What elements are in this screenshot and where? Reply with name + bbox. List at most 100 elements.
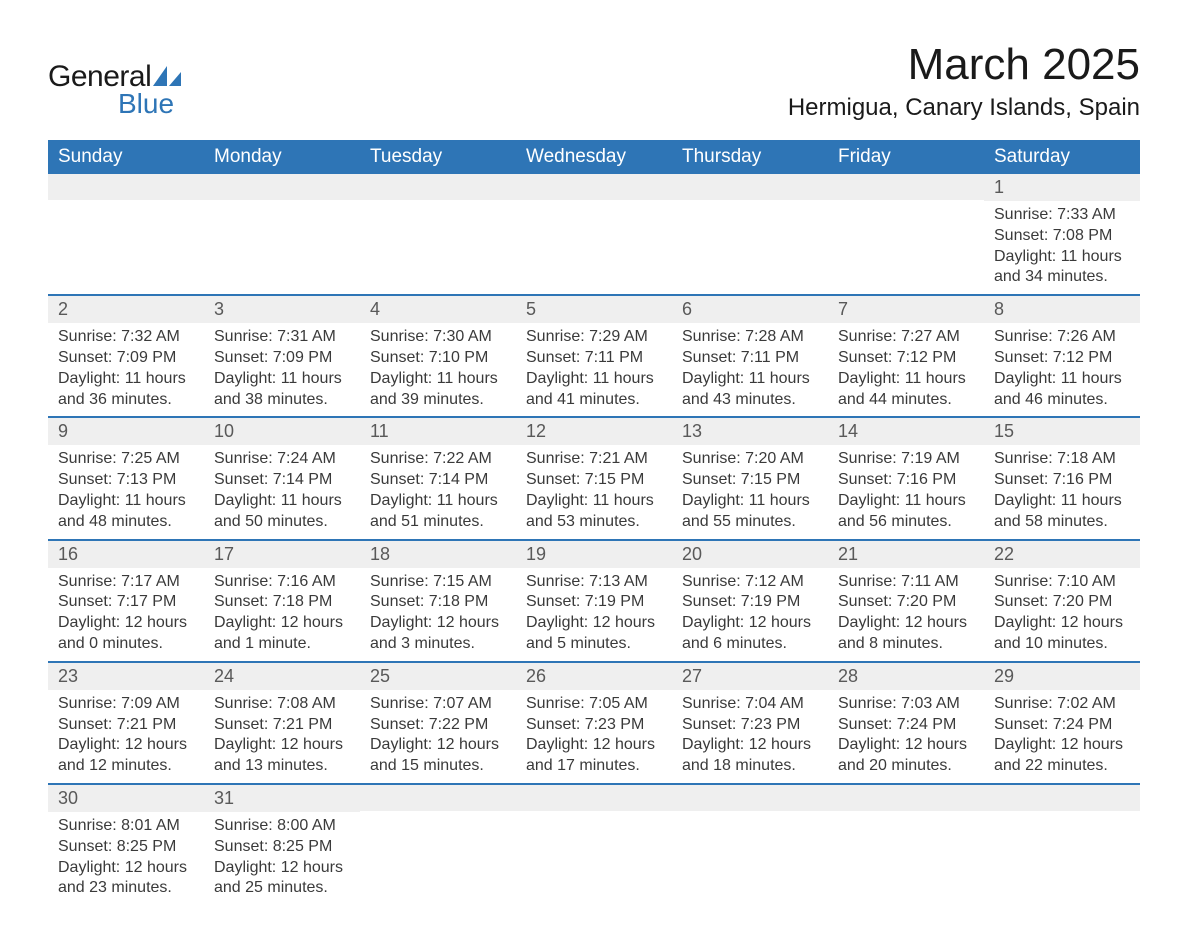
sunset-line: Sunset: 7:24 PM	[994, 715, 1130, 736]
sunset-line: Sunset: 7:15 PM	[682, 470, 818, 491]
sunrise-line: Sunrise: 7:30 AM	[370, 327, 506, 348]
calendar-cell: 5Sunrise: 7:29 AMSunset: 7:11 PMDaylight…	[516, 295, 672, 417]
day-details	[672, 811, 828, 881]
sunset-line: Sunset: 7:14 PM	[214, 470, 350, 491]
day-details: Sunrise: 7:22 AMSunset: 7:14 PMDaylight:…	[360, 445, 516, 538]
calendar-cell: 23Sunrise: 7:09 AMSunset: 7:21 PMDayligh…	[48, 662, 204, 784]
daylight-line: Daylight: 11 hours and 41 minutes.	[526, 369, 662, 411]
day-details: Sunrise: 7:04 AMSunset: 7:23 PMDaylight:…	[672, 690, 828, 783]
daylight-line: Daylight: 12 hours and 1 minute.	[214, 613, 350, 655]
sunrise-line: Sunrise: 7:21 AM	[526, 449, 662, 470]
day-number: 30	[48, 785, 204, 812]
sunrise-line: Sunrise: 7:18 AM	[994, 449, 1130, 470]
location-subtitle: Hermigua, Canary Islands, Spain	[788, 94, 1140, 122]
calendar-cell-empty	[516, 174, 672, 295]
sunrise-line: Sunrise: 7:25 AM	[58, 449, 194, 470]
day-details: Sunrise: 7:29 AMSunset: 7:11 PMDaylight:…	[516, 323, 672, 416]
daylight-line: Daylight: 12 hours and 13 minutes.	[214, 735, 350, 777]
sunset-line: Sunset: 7:23 PM	[682, 715, 818, 736]
calendar-cell: 20Sunrise: 7:12 AMSunset: 7:19 PMDayligh…	[672, 540, 828, 662]
daylight-line: Daylight: 12 hours and 0 minutes.	[58, 613, 194, 655]
day-details: Sunrise: 7:20 AMSunset: 7:15 PMDaylight:…	[672, 445, 828, 538]
weekday-header: Wednesday	[516, 140, 672, 174]
sunrise-line: Sunrise: 7:31 AM	[214, 327, 350, 348]
calendar-cell: 3Sunrise: 7:31 AMSunset: 7:09 PMDaylight…	[204, 295, 360, 417]
daylight-line: Daylight: 11 hours and 56 minutes.	[838, 491, 974, 533]
sunrise-line: Sunrise: 7:20 AM	[682, 449, 818, 470]
sunset-line: Sunset: 7:16 PM	[838, 470, 974, 491]
daylight-line: Daylight: 12 hours and 22 minutes.	[994, 735, 1130, 777]
calendar-cell: 13Sunrise: 7:20 AMSunset: 7:15 PMDayligh…	[672, 417, 828, 539]
day-number: 14	[828, 418, 984, 445]
calendar-cell: 6Sunrise: 7:28 AMSunset: 7:11 PMDaylight…	[672, 295, 828, 417]
sunset-line: Sunset: 7:09 PM	[214, 348, 350, 369]
day-details: Sunrise: 7:12 AMSunset: 7:19 PMDaylight:…	[672, 568, 828, 661]
day-details: Sunrise: 7:17 AMSunset: 7:17 PMDaylight:…	[48, 568, 204, 661]
logo-sail-icon	[153, 66, 181, 86]
day-number: 22	[984, 541, 1140, 568]
sunset-line: Sunset: 7:17 PM	[58, 592, 194, 613]
sunrise-line: Sunrise: 8:01 AM	[58, 816, 194, 837]
day-number	[360, 785, 516, 811]
sunset-line: Sunset: 7:20 PM	[994, 592, 1130, 613]
sunrise-line: Sunrise: 7:10 AM	[994, 572, 1130, 593]
day-details: Sunrise: 7:07 AMSunset: 7:22 PMDaylight:…	[360, 690, 516, 783]
calendar-cell: 4Sunrise: 7:30 AMSunset: 7:10 PMDaylight…	[360, 295, 516, 417]
day-details: Sunrise: 7:28 AMSunset: 7:11 PMDaylight:…	[672, 323, 828, 416]
calendar-cell-empty	[828, 174, 984, 295]
page-header: General Blue March 2025 Hermigua, Canary…	[48, 40, 1140, 122]
calendar-cell: 18Sunrise: 7:15 AMSunset: 7:18 PMDayligh…	[360, 540, 516, 662]
day-details: Sunrise: 7:05 AMSunset: 7:23 PMDaylight:…	[516, 690, 672, 783]
daylight-line: Daylight: 12 hours and 20 minutes.	[838, 735, 974, 777]
sunrise-line: Sunrise: 7:19 AM	[838, 449, 974, 470]
weekday-header: Monday	[204, 140, 360, 174]
day-details: Sunrise: 7:16 AMSunset: 7:18 PMDaylight:…	[204, 568, 360, 661]
day-details	[828, 200, 984, 270]
calendar-cell-empty	[204, 174, 360, 295]
sunset-line: Sunset: 7:14 PM	[370, 470, 506, 491]
sunset-line: Sunset: 7:12 PM	[994, 348, 1130, 369]
daylight-line: Daylight: 11 hours and 53 minutes.	[526, 491, 662, 533]
sunrise-line: Sunrise: 7:15 AM	[370, 572, 506, 593]
daylight-line: Daylight: 11 hours and 36 minutes.	[58, 369, 194, 411]
month-title: March 2025	[788, 40, 1140, 90]
sunset-line: Sunset: 7:24 PM	[838, 715, 974, 736]
day-details: Sunrise: 7:09 AMSunset: 7:21 PMDaylight:…	[48, 690, 204, 783]
day-details	[516, 200, 672, 270]
weekday-header-row: SundayMondayTuesdayWednesdayThursdayFrid…	[48, 140, 1140, 174]
sunrise-line: Sunrise: 7:09 AM	[58, 694, 194, 715]
calendar-cell: 30Sunrise: 8:01 AMSunset: 8:25 PMDayligh…	[48, 784, 204, 905]
calendar-week-row: 30Sunrise: 8:01 AMSunset: 8:25 PMDayligh…	[48, 784, 1140, 905]
day-details: Sunrise: 7:02 AMSunset: 7:24 PMDaylight:…	[984, 690, 1140, 783]
day-number	[516, 785, 672, 811]
day-number: 9	[48, 418, 204, 445]
daylight-line: Daylight: 12 hours and 12 minutes.	[58, 735, 194, 777]
logo-text-blue: Blue	[118, 88, 174, 120]
sunset-line: Sunset: 7:19 PM	[526, 592, 662, 613]
sunset-line: Sunset: 7:18 PM	[214, 592, 350, 613]
day-details: Sunrise: 7:25 AMSunset: 7:13 PMDaylight:…	[48, 445, 204, 538]
day-number	[204, 174, 360, 200]
day-number: 21	[828, 541, 984, 568]
day-details	[204, 200, 360, 270]
day-number: 13	[672, 418, 828, 445]
day-number: 18	[360, 541, 516, 568]
day-details	[360, 811, 516, 881]
weekday-header: Sunday	[48, 140, 204, 174]
sunrise-line: Sunrise: 7:32 AM	[58, 327, 194, 348]
day-details: Sunrise: 7:32 AMSunset: 7:09 PMDaylight:…	[48, 323, 204, 416]
daylight-line: Daylight: 12 hours and 5 minutes.	[526, 613, 662, 655]
calendar-cell: 12Sunrise: 7:21 AMSunset: 7:15 PMDayligh…	[516, 417, 672, 539]
day-details	[516, 811, 672, 881]
calendar-cell: 26Sunrise: 7:05 AMSunset: 7:23 PMDayligh…	[516, 662, 672, 784]
daylight-line: Daylight: 12 hours and 25 minutes.	[214, 858, 350, 900]
calendar-cell: 14 Sunrise: 7:19 AMSunset: 7:16 PMDayligh…	[828, 417, 984, 539]
calendar-cell: 16Sunrise: 7:17 AMSunset: 7:17 PMDayligh…	[48, 540, 204, 662]
calendar-cell-empty	[360, 174, 516, 295]
day-number: 17	[204, 541, 360, 568]
sunrise-line: Sunrise: 7:07 AM	[370, 694, 506, 715]
calendar-cell: 17Sunrise: 7:16 AMSunset: 7:18 PMDayligh…	[204, 540, 360, 662]
weekday-header: Tuesday	[360, 140, 516, 174]
calendar-cell-empty	[984, 784, 1140, 905]
sunset-line: Sunset: 7:13 PM	[58, 470, 194, 491]
